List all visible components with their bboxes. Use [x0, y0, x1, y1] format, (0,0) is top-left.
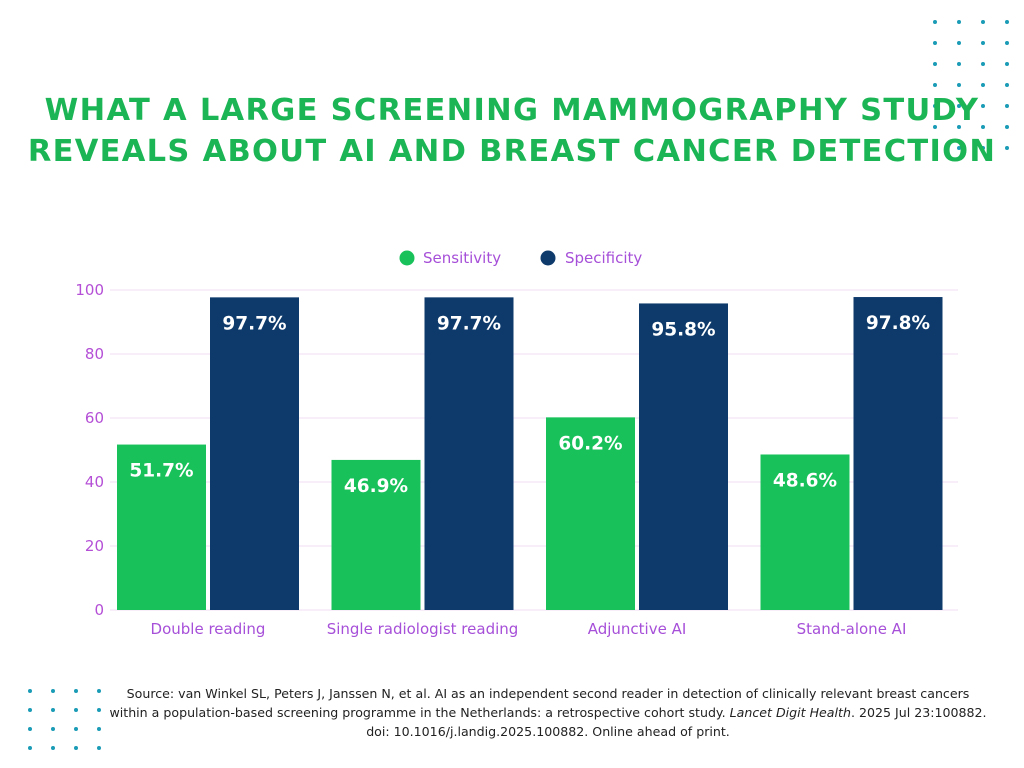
y-axis-ticks: 0 20 40 60 80 100: [75, 281, 104, 619]
bar-value-labels: 51.7% 97.7% 46.9% 97.7% 60.2% 95.8% 48.6% 97.8%: [129, 313, 930, 497]
legend-marker-specificity: [540, 250, 556, 266]
bar-specificity-3: [639, 303, 728, 610]
page-title-line-2: REVEALS ABOUT AI AND BREAST CANCER DETEC…: [27, 134, 997, 169]
bar-label-sensitivity-3: 60.2%: [558, 433, 622, 454]
source-details: . 2025 Jul 23:100882. doi: 10.1016/j.lan…: [366, 705, 987, 739]
legend-label-specificity: Specificity: [565, 249, 642, 267]
source-journal: Lancet Digit Health: [729, 705, 851, 720]
source-citation: Source: van Winkel SL, Peters J, Janssen…: [108, 684, 988, 741]
bar-specificity-1: [210, 297, 299, 610]
y-tick-label: 60: [85, 409, 104, 427]
bar-label-specificity-1: 97.7%: [222, 313, 286, 334]
bar-sensitivity-1: [117, 444, 206, 610]
bar-chart: 0 20 40 60 80 100 51.7% 97.7% 46.9% 97.7% 60.2% 95…: [75, 249, 958, 638]
bar-label-sensitivity-1: 51.7%: [129, 461, 193, 482]
bar-label-specificity-2: 97.7%: [437, 313, 501, 334]
category-label-1: Double reading: [151, 620, 266, 638]
bar-label-specificity-3: 95.8%: [651, 319, 715, 340]
bar-sensitivity-3: [546, 417, 635, 610]
category-label-4: Stand-alone AI: [797, 620, 907, 638]
bar-label-sensitivity-4: 48.6%: [773, 470, 837, 491]
bars: [117, 297, 943, 610]
decorative-dots-top-right: [933, 20, 1009, 150]
bar-sensitivity-2: [331, 459, 421, 610]
bar-specificity-4: [853, 297, 943, 610]
category-label-3: Adjunctive AI: [588, 620, 687, 638]
y-tick-label: 20: [85, 537, 104, 555]
decorative-dots-bottom-left: [28, 689, 101, 750]
legend-label-sensitivity: Sensitivity: [423, 249, 501, 267]
bar-label-specificity-4: 97.8%: [866, 313, 930, 334]
y-tick-label: 0: [94, 601, 104, 619]
source-text: Source: van Winkel SL, Peters J, Janssen…: [109, 686, 970, 720]
bar-label-sensitivity-2: 46.9%: [344, 476, 408, 497]
legend-marker-sensitivity: [399, 250, 415, 266]
y-tick-label: 40: [85, 473, 104, 491]
y-tick-label: 80: [85, 345, 104, 363]
category-label-2: Single radiologist reading: [327, 620, 519, 638]
legend: Sensitivity Specificity: [399, 249, 642, 267]
bar-sensitivity-4: [760, 454, 850, 610]
y-tick-label: 100: [75, 281, 104, 299]
bar-specificity-2: [424, 297, 514, 610]
category-labels: Double reading Single radiologist reading…: [151, 620, 907, 638]
page-title-line-1: WHAT A LARGE SCREENING MAMMOGRAPHY STUDY: [44, 93, 980, 128]
